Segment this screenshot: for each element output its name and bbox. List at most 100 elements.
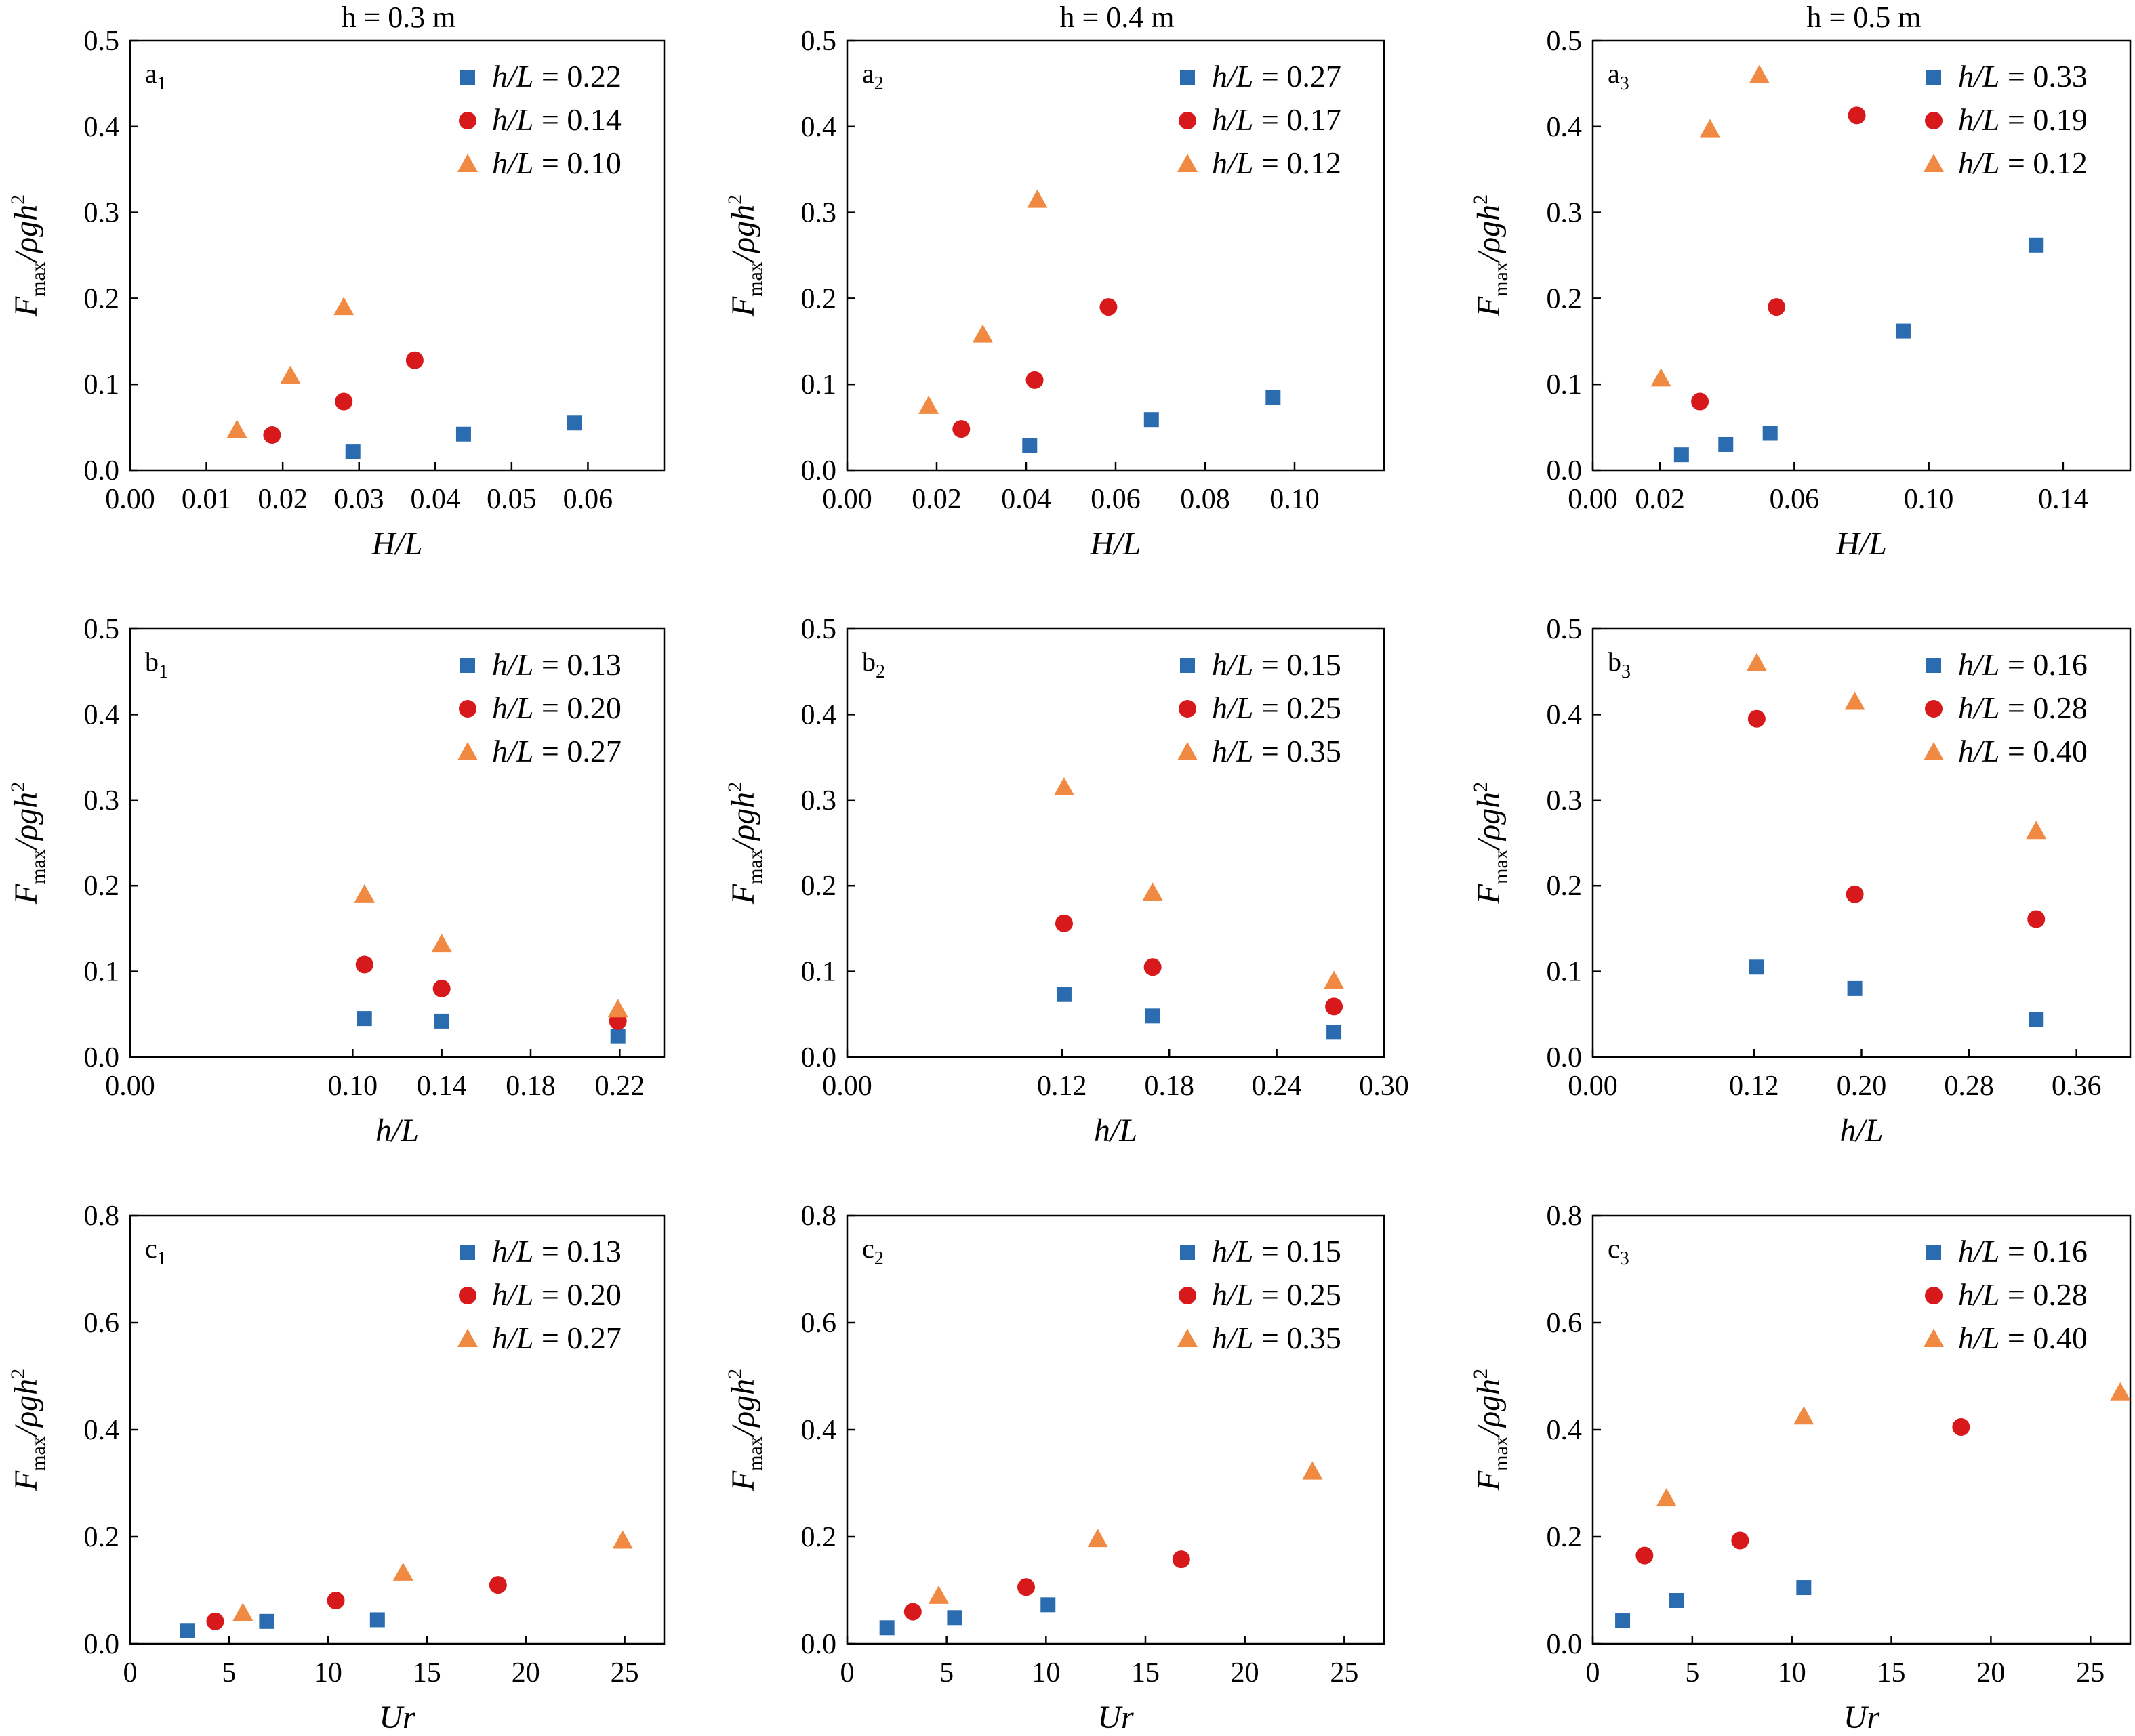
- legend-entry: h/L = 0.16: [1958, 1234, 2088, 1268]
- y-tick-label: 0.0: [84, 1042, 120, 1073]
- legend-marker-triangle: [1177, 1329, 1198, 1347]
- y-tick-label: 0.2: [801, 283, 837, 314]
- x-tick-label: 0.00: [822, 484, 872, 515]
- legend: h/L = 0.16 h/L = 0.28 h/L = 0.40: [1924, 647, 2088, 768]
- y-tick-label: 0.5: [801, 614, 837, 645]
- y-tick-label: 0.2: [801, 1522, 837, 1553]
- data-point-circle: [1055, 914, 1073, 932]
- y-tick-label: 0.0: [1547, 455, 1583, 487]
- y-tick-label: 0.2: [1547, 283, 1583, 314]
- legend-entry: h/L = 0.27: [492, 734, 622, 768]
- y-tick-label: 0.2: [1547, 871, 1583, 902]
- x-axis-label: h/L: [1839, 1113, 1883, 1149]
- y-tick-label: 0.2: [84, 1522, 120, 1553]
- legend-entry: h/L = 0.20: [492, 1277, 622, 1312]
- data-point-square: [1669, 1593, 1684, 1609]
- legend-entry: h/L = 0.40: [1958, 734, 2088, 768]
- x-tick-label: 0.00: [1568, 1071, 1618, 1102]
- y-axis-label: Fmax/ρgh2: [724, 782, 767, 905]
- x-tick-label: 5: [222, 1657, 236, 1689]
- data-point-square: [1615, 1613, 1631, 1629]
- chart-panel-b2: 0.00 0.12 0.18 0.24 0.30 0.0 0.1 0.2 0.3 0.4 0.5 h/…: [724, 614, 1409, 1149]
- y-tick-label: 0.5: [801, 26, 837, 57]
- data-point-square: [1762, 426, 1778, 441]
- y-tick-label: 0.0: [84, 455, 120, 487]
- y-tick-label: 0.4: [1547, 112, 1583, 143]
- legend: h/L = 0.13 h/L = 0.20 h/L = 0.27: [458, 1234, 622, 1355]
- x-tick-label: 20: [1976, 1657, 2005, 1689]
- x-tick-label: 0.00: [822, 1071, 872, 1102]
- y-tick-label: 0.3: [1547, 785, 1583, 817]
- data-point-triangle: [226, 419, 247, 438]
- legend-entry: h/L = 0.35: [1212, 1321, 1341, 1355]
- x-tick-label: 5: [939, 1657, 954, 1689]
- data-point-circle: [1325, 997, 1343, 1016]
- x-tick-label: 10: [314, 1657, 342, 1689]
- legend-marker-triangle: [1924, 742, 1944, 760]
- column-title-2: h = 0.4 m: [1059, 1, 1174, 34]
- y-tick-label: 0.0: [84, 1629, 120, 1660]
- y-tick-label: 0.8: [1547, 1201, 1583, 1232]
- y-tick-label: 0.1: [801, 369, 837, 400]
- legend-entry: h/L = 0.33: [1958, 59, 2088, 94]
- data-point-circle: [489, 1576, 507, 1594]
- x-tick-label: 25: [2076, 1657, 2104, 1689]
- x-tick-label: 5: [1685, 1657, 1699, 1689]
- x-tick-label: 0.10: [1269, 484, 1320, 515]
- data-point-circle: [355, 955, 373, 974]
- y-axis-label: Fmax/ρgh2: [7, 782, 49, 905]
- chart-panel-c2: 0 5 10 15 20 25 0.0 0.2 0.4 0.6 0.8 Ur Fmax/ρgh2 c2 h/…: [724, 1201, 1385, 1735]
- data-point-triangle: [918, 395, 939, 414]
- legend-marker-triangle: [1177, 154, 1198, 172]
- x-tick-label: 10: [1778, 1657, 1806, 1689]
- x-tick-label: 0.00: [105, 1071, 155, 1102]
- data-point-triangle: [280, 365, 301, 384]
- panel-label: b2: [862, 646, 885, 682]
- data-point-square: [369, 1612, 385, 1628]
- data-point-square: [610, 1029, 626, 1044]
- legend-entry: h/L = 0.28: [1958, 1277, 2088, 1312]
- data-point-triangle: [1749, 64, 1770, 83]
- y-axis-label: Fmax/ρgh2: [1469, 194, 1512, 317]
- x-tick-label: 0.20: [1837, 1071, 1887, 1102]
- legend-entry: h/L = 0.16: [1958, 647, 2088, 682]
- data-point-triangle: [972, 324, 993, 343]
- y-tick-label: 0.2: [1547, 1522, 1583, 1553]
- x-tick-label: 25: [1330, 1657, 1358, 1689]
- x-tick-label: 15: [1131, 1657, 1160, 1689]
- data-point-square: [455, 426, 471, 442]
- x-tick-label: 0.12: [1729, 1071, 1779, 1102]
- y-tick-label: 0.2: [84, 871, 120, 902]
- data-point-square: [1143, 412, 1159, 428]
- legend-entry: h/L = 0.35: [1212, 734, 1341, 768]
- data-point-circle: [327, 1592, 345, 1610]
- legend-marker-circle: [1925, 1287, 1943, 1304]
- data-point-square: [180, 1623, 195, 1638]
- data-point-triangle: [354, 884, 375, 903]
- y-tick-label: 0.4: [84, 1415, 120, 1446]
- data-point-square: [434, 1013, 449, 1029]
- column-title-3: h = 0.5 m: [1806, 1, 1921, 34]
- x-tick-label: 0: [1586, 1657, 1600, 1689]
- data-point-circle: [1017, 1578, 1035, 1596]
- chart-panel-b3: 0.00 0.12 0.20 0.28 0.36 0.0 0.1 0.2 0.3 0.4 0.5 h/…: [1469, 614, 2132, 1149]
- data-point-triangle: [1324, 970, 1345, 989]
- legend-entry: h/L = 0.27: [492, 1321, 622, 1355]
- data-point-circle: [2027, 910, 2046, 928]
- panel-label: c2: [862, 1233, 884, 1269]
- legend-entry: h/L = 0.20: [492, 690, 622, 725]
- y-tick-label: 0.4: [801, 699, 837, 730]
- x-tick-label: 0.06: [563, 484, 613, 515]
- legend-entry: h/L = 0.14: [492, 102, 622, 137]
- data-point-square: [2029, 237, 2044, 253]
- y-tick-label: 0.4: [84, 699, 120, 730]
- x-tick-label: 0.00: [1568, 484, 1618, 515]
- x-tick-label: 0.01: [182, 484, 232, 515]
- legend-marker-square: [1180, 1245, 1195, 1260]
- y-tick-label: 0.1: [84, 369, 120, 400]
- data-point-circle: [1025, 371, 1044, 389]
- data-point-square: [1265, 390, 1281, 405]
- data-point-circle: [1768, 298, 1786, 316]
- x-tick-label: 15: [413, 1657, 441, 1689]
- x-tick-label: 0.28: [1944, 1071, 1994, 1102]
